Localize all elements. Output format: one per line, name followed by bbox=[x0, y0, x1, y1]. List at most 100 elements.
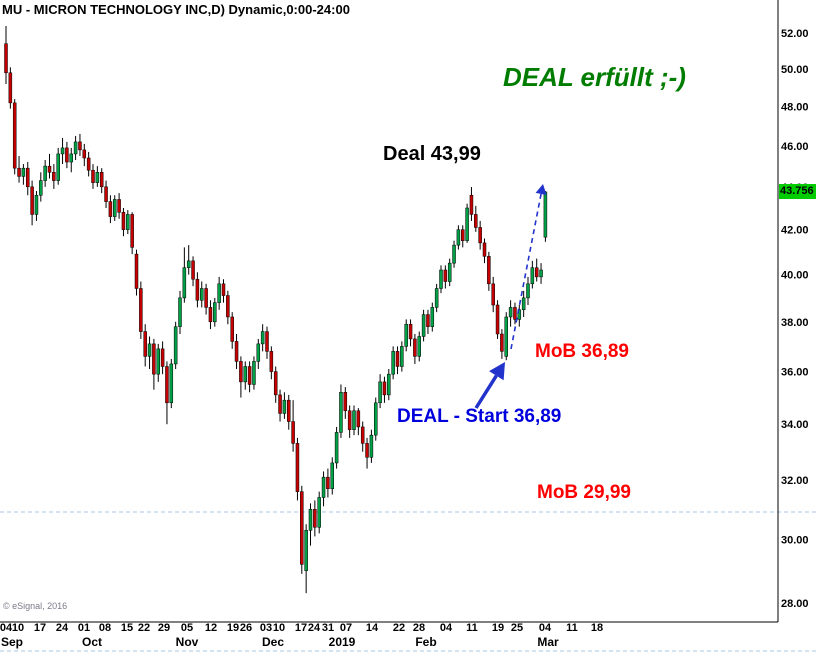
candle-body-down bbox=[134, 253, 139, 289]
candle-body-down bbox=[356, 410, 361, 428]
price-tick-label: 34.00 bbox=[781, 419, 809, 431]
candle-body-up bbox=[447, 262, 452, 282]
candle-body-up bbox=[304, 530, 308, 571]
last-price-tag: 43.756 bbox=[779, 184, 816, 200]
price-tick-label: 48.00 bbox=[781, 102, 809, 114]
candle-body-down bbox=[382, 381, 387, 396]
candle-body-down bbox=[343, 392, 348, 412]
candle-body-up bbox=[147, 343, 152, 357]
candle-body-down bbox=[47, 165, 52, 173]
candle-body-up bbox=[173, 326, 178, 365]
candle-body-up bbox=[317, 497, 321, 528]
candle-body-up bbox=[21, 167, 26, 177]
date-tick-label: 04 bbox=[539, 622, 552, 634]
candle-body-down bbox=[195, 278, 200, 301]
date-tick-label: 24 bbox=[56, 622, 69, 634]
candle-body-down bbox=[313, 509, 317, 528]
candle-body-down bbox=[12, 102, 17, 169]
date-tick-label: 15 bbox=[121, 622, 133, 634]
candle-body-up bbox=[374, 402, 378, 436]
candle-body-down bbox=[208, 307, 213, 323]
candle-body-up bbox=[334, 432, 339, 464]
date-tick-label: 08 bbox=[99, 622, 111, 634]
candle-body-down bbox=[500, 333, 504, 352]
candle-body-up bbox=[34, 194, 39, 215]
candle-body-down bbox=[443, 269, 448, 282]
candle-body-down bbox=[191, 260, 195, 280]
month-label: 2019 bbox=[329, 635, 356, 649]
candle-body-down bbox=[99, 172, 104, 188]
candle-body-up bbox=[95, 172, 100, 183]
candle-body-down bbox=[291, 421, 295, 444]
annotation-deal-start-36-89[interactable]: DEAL - Start 36,89 bbox=[397, 406, 562, 427]
candle-body-up bbox=[369, 434, 374, 458]
candle-body-up bbox=[452, 244, 456, 264]
price-tick-label: 32.00 bbox=[781, 475, 809, 487]
date-tick-label: 25 bbox=[511, 622, 523, 634]
candle-body-down bbox=[247, 366, 252, 385]
deal-start-arrow[interactable] bbox=[474, 374, 498, 409]
date-tick-label: 17 bbox=[34, 622, 46, 634]
candle-body-down bbox=[91, 169, 95, 183]
candle-body-down bbox=[165, 366, 169, 404]
date-tick-label: 31 bbox=[322, 622, 334, 634]
annotation-deal-43-99[interactable]: Deal 43,99 bbox=[383, 143, 481, 165]
candle-body-down bbox=[395, 351, 400, 367]
candle-body-up bbox=[308, 509, 313, 531]
candle-body-down bbox=[104, 186, 108, 202]
candle-body-up bbox=[182, 267, 187, 299]
candle-body-down bbox=[221, 283, 226, 296]
annotation-mob-29-99[interactable]: MoB 29,99 bbox=[537, 482, 631, 503]
candle-body-up bbox=[56, 153, 60, 181]
candle-body-up bbox=[508, 307, 513, 318]
candle-body-down bbox=[478, 227, 482, 244]
candle-body-down bbox=[26, 167, 30, 188]
candle-body-down bbox=[130, 214, 134, 248]
deal-target-arrow-head bbox=[535, 184, 547, 195]
date-tick-label: 04 bbox=[440, 622, 453, 634]
candle-body-down bbox=[413, 338, 417, 357]
candle-body-down bbox=[287, 399, 291, 422]
price-tick-label: 52.00 bbox=[781, 28, 809, 40]
candle-body-up bbox=[417, 336, 421, 357]
candle-body-up bbox=[169, 363, 174, 404]
price-tick-label: 42.00 bbox=[781, 225, 809, 237]
candle-body-up bbox=[378, 381, 382, 404]
price-tick-label: 30.00 bbox=[781, 534, 809, 546]
date-tick-label: 01 bbox=[78, 622, 90, 634]
candle-body-up bbox=[113, 199, 117, 217]
candle-body-up bbox=[43, 165, 47, 181]
date-tick-label: 18 bbox=[591, 622, 603, 634]
date-tick-label: 14 bbox=[366, 622, 379, 634]
candle-body-down bbox=[117, 199, 121, 213]
candle-body-down bbox=[265, 331, 269, 352]
month-label: Oct bbox=[82, 635, 102, 649]
annotation-deal-erfuellt[interactable]: DEAL erfüllt ;-) bbox=[503, 62, 686, 92]
candle-body-down bbox=[17, 167, 21, 177]
candle-body-up bbox=[339, 392, 343, 433]
date-tick-label: 11 bbox=[466, 622, 478, 634]
candle-body-up bbox=[387, 373, 391, 396]
candle-body-up bbox=[217, 283, 221, 303]
candle-body-down bbox=[326, 476, 330, 489]
month-label: Mar bbox=[537, 635, 559, 649]
candle-body-down bbox=[408, 323, 413, 340]
candle-body-down bbox=[278, 394, 282, 414]
date-tick-label: 19 bbox=[227, 622, 239, 634]
candle-body-down bbox=[269, 351, 274, 372]
candle-body-up bbox=[156, 348, 160, 375]
candle-body-up bbox=[60, 147, 65, 155]
candle-body-down bbox=[365, 443, 369, 458]
candle-body-up bbox=[539, 269, 543, 278]
candle-body-up bbox=[400, 346, 404, 367]
price-tick-label: 36.00 bbox=[781, 367, 809, 379]
date-tick-label: 17 bbox=[295, 622, 307, 634]
candle-body-down bbox=[234, 341, 239, 362]
candle-body-up bbox=[404, 323, 408, 347]
month-label: Feb bbox=[415, 635, 436, 649]
candle-body-up bbox=[186, 260, 191, 268]
date-tick-label: 22 bbox=[393, 622, 405, 634]
candle-body-up bbox=[243, 366, 247, 383]
annotation-mob-36-89[interactable]: MoB 36,89 bbox=[535, 341, 629, 362]
